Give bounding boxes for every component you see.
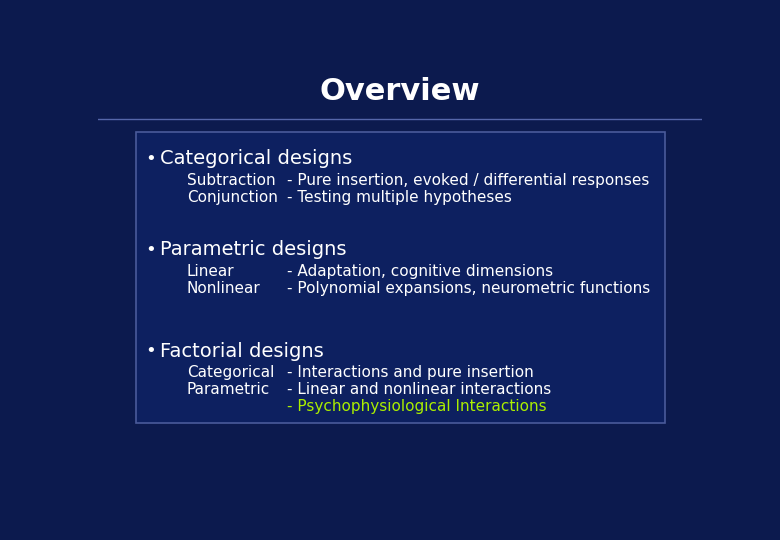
Text: Overview: Overview (320, 77, 480, 106)
Text: Parametric: Parametric (186, 382, 270, 397)
Text: Subtraction: Subtraction (186, 173, 275, 188)
Text: - Testing multiple hypotheses: - Testing multiple hypotheses (287, 190, 512, 205)
Text: - Linear and nonlinear interactions: - Linear and nonlinear interactions (287, 382, 551, 397)
Text: - Interactions and pure insertion: - Interactions and pure insertion (287, 365, 534, 380)
Text: •: • (146, 150, 156, 168)
Text: •: • (146, 342, 156, 360)
Text: - Adaptation, cognitive dimensions: - Adaptation, cognitive dimensions (287, 264, 554, 279)
Text: - Polynomial expansions, neurometric functions: - Polynomial expansions, neurometric fun… (287, 281, 651, 295)
Text: Factorial designs: Factorial designs (159, 342, 323, 361)
Text: Conjunction: Conjunction (186, 190, 278, 205)
Text: Categorical: Categorical (186, 365, 274, 380)
Text: Linear: Linear (186, 264, 234, 279)
Text: Nonlinear: Nonlinear (186, 281, 261, 295)
Text: Parametric designs: Parametric designs (159, 240, 346, 259)
Text: Categorical designs: Categorical designs (159, 149, 352, 168)
Text: - Psychophysiological Interactions: - Psychophysiological Interactions (287, 399, 547, 414)
Text: •: • (146, 241, 156, 259)
Text: - Pure insertion, evoked / differential responses: - Pure insertion, evoked / differential … (287, 173, 650, 188)
FancyBboxPatch shape (136, 132, 665, 423)
